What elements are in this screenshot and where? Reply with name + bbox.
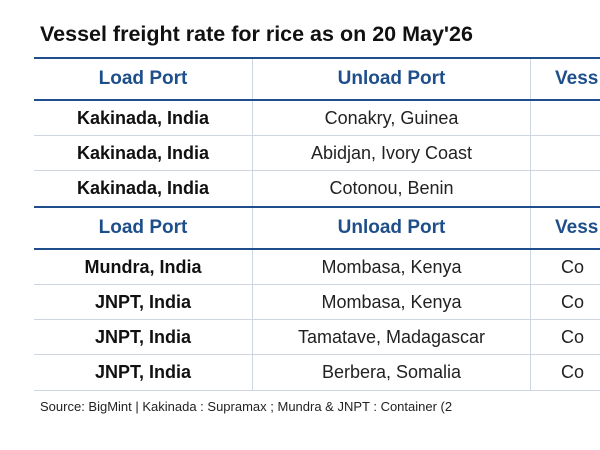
vessel-cell [530, 136, 600, 170]
vessel-cell: Co [530, 355, 600, 390]
table-header-container: Load Port Unload Port Vess [34, 206, 600, 250]
table-row: Mundra, India Mombasa, Kenya Co [34, 250, 600, 285]
header-vessel: Vess [530, 208, 600, 248]
vessel-cell [530, 101, 600, 135]
unload-port-cell: Tamatave, Madagascar [252, 320, 530, 354]
load-port-cell: Kakinada, India [76, 142, 210, 163]
load-port-cell: Kakinada, India [76, 107, 210, 128]
vessel-cell [530, 171, 600, 206]
header-load-port: Load Port [98, 68, 188, 89]
page-title: Vessel freight rate for rice as on 20 Ma… [40, 22, 473, 46]
header-unload-port: Unload Port [252, 59, 530, 99]
table-row: Kakinada, India Cotonou, Benin [34, 171, 600, 206]
header-vessel: Vess [530, 59, 600, 99]
vessel-cell: Co [530, 250, 600, 284]
table-row: Kakinada, India Abidjan, Ivory Coast [34, 136, 600, 171]
header-load-port: Load Port [98, 217, 188, 238]
header-unload-port: Unload Port [252, 208, 530, 248]
load-port-cell: JNPT, India [94, 291, 192, 312]
load-port-cell: Kakinada, India [76, 178, 210, 198]
source-note: Source: BigMint | Kakinada : Supramax ; … [40, 399, 453, 414]
unload-port-cell: Cotonou, Benin [252, 171, 530, 206]
load-port-cell: JNPT, India [94, 326, 192, 347]
table-bottom-rule [34, 390, 600, 391]
vessel-cell: Co [530, 320, 600, 354]
table-header-kakinada: Load Port Unload Port Vess [34, 57, 600, 101]
unload-port-cell: Mombasa, Kenya [252, 285, 530, 319]
load-port-cell: JNPT, India [94, 362, 192, 382]
freight-table: Load Port Unload Port Vess Kakinada, Ind… [34, 57, 600, 391]
table-row: JNPT, India Berbera, Somalia Co [34, 355, 600, 390]
vessel-cell: Co [530, 285, 600, 319]
unload-port-cell: Abidjan, Ivory Coast [252, 136, 530, 170]
unload-port-cell: Conakry, Guinea [252, 101, 530, 135]
table-row: JNPT, India Tamatave, Madagascar Co [34, 320, 600, 355]
unload-port-cell: Mombasa, Kenya [252, 250, 530, 284]
table-row: Kakinada, India Conakry, Guinea [34, 101, 600, 136]
table-row: JNPT, India Mombasa, Kenya Co [34, 285, 600, 320]
unload-port-cell: Berbera, Somalia [252, 355, 530, 390]
load-port-cell: Mundra, India [84, 256, 202, 277]
